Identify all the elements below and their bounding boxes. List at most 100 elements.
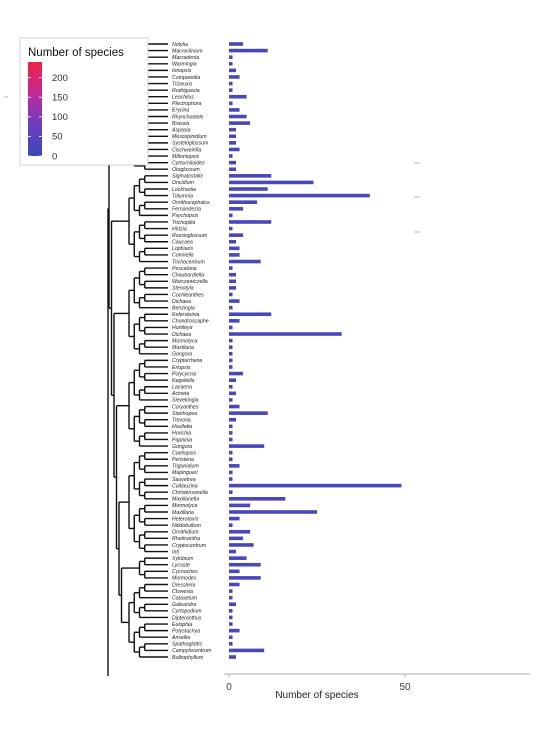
bar [229,358,233,363]
tick-label-genus: Dipteranthus [172,615,202,621]
tick-label-genus: Cycnoches [172,569,198,575]
bar [229,266,233,270]
bar [229,391,237,396]
bar [229,68,237,73]
tick-label-genus: Acineta [171,391,189,397]
bar [229,299,240,303]
bar [229,114,247,119]
tick-label-genus: Dressleria [172,582,195,588]
tick-label-genus: Mapinguari [172,470,199,476]
tick-label-genus: Polystachya [172,628,200,634]
tick-label-genus: Cohniella [172,253,194,259]
bar [229,503,251,508]
tick-label-genus: Benzingia [172,305,195,311]
bar [229,134,237,139]
bar [229,101,233,106]
bar [229,259,261,264]
tick-label-genus: Rhynchostele [172,114,204,120]
tick-label-genus: Nitidobulbon [172,523,201,529]
bar [229,108,240,112]
bar [229,127,237,132]
tick-label-genus: Otoglossum [172,167,200,173]
bar [229,279,237,284]
tick-label-genus: Polycycnis [172,371,197,377]
bar [229,549,237,554]
tick-label-genus: Huntleya [172,325,193,331]
tick-label-genus: Kegeliella [172,378,195,384]
phylogenetic-tree [107,43,168,676]
tick-label-genus: Mormolyca [172,503,197,509]
bar [229,75,240,79]
bar [229,411,268,415]
tick-label-genus: Chaubardiella [172,273,204,279]
bar [229,529,251,534]
tick-label-genus: Sievekingia [172,398,199,404]
tick-label-genus: Kefersteinia [172,312,200,318]
bar [229,42,244,46]
bar [229,536,244,541]
tick-label-genus: Aspasia [171,127,191,133]
bar [229,365,233,369]
tick-label-genus: Ornithidium [172,530,199,536]
tick-label-genus: Trevoria [172,418,191,424]
tick-label-genus: Gongora [172,444,192,450]
tick-label-genus: Tolumnia [172,193,193,199]
tick-label-genus: Coeliopsis [172,450,196,456]
bar [229,160,237,165]
bar [229,292,233,297]
tick-label-genus: Cuitlauzina [172,483,198,489]
tick-label-genus: Bulbophyllum [172,655,204,661]
bar [229,325,233,330]
tick-label-genus: Maxillariella [172,497,199,503]
tick-label-genus: Cyrtopodium [172,609,202,615]
tick-label-genus: Warmingia [172,62,197,68]
tick-label-genus: Houlletia [172,424,192,430]
bar [229,497,286,501]
tick-label-genus: Chondroscaphe [172,319,209,325]
legend-tick-label: 200 [52,73,68,84]
bar [229,88,233,92]
tick-label-genus: Lycaste [172,563,190,569]
tick-label-genus: Trichocentrum [172,259,205,265]
tick-label-genus: Stanhopea [172,411,197,417]
tick-label-genus: Gongora [172,352,192,358]
bar [229,226,233,231]
bar [229,220,272,224]
tick-label-genus: Mormolyca [172,338,197,344]
bar [229,147,240,152]
bar [229,398,233,402]
bar [229,378,237,382]
bar [229,48,268,53]
bar [229,213,233,218]
bar [229,609,233,613]
bar [229,187,268,191]
tick-label-genus: Campylocentrum [172,648,212,654]
tick-label-genus: Lockhartia [172,187,196,193]
x-tick-label: 50 [399,682,411,693]
tick-label-genus: Lophiaris [172,246,193,252]
tick-label-genus: Paphinia [172,437,192,443]
bar [229,595,233,600]
tick-label-genus: Trigonidium [172,464,199,470]
tick-label-genus: Cryptocentrum [172,543,207,549]
right-side-marks [414,162,420,233]
bar [229,200,258,204]
bar [229,417,237,422]
bar [229,81,233,86]
tick-label-genus: Coryanthes [172,404,199,410]
tick-label-genus: Cyrtochiloides [172,160,205,166]
color-legend: Number of species 0 50 100 150 200 [19,37,149,166]
tick-label-genus: Rhetinantha [172,536,200,542]
tick-label-genus: Psychopsis [172,213,199,219]
bar [229,457,233,462]
tick-label-genus: Sigmatostalix [172,174,203,180]
tick-label-genus: Ansellia [171,635,190,641]
tick-label-genus: Fernandezia [172,207,201,213]
tick-label-genus: Ornithocephalus [172,200,210,206]
bar [229,470,233,475]
bar [229,404,240,409]
bar [229,622,233,626]
bar [229,55,233,59]
tick-label-genus: Oncidium [172,180,195,186]
bar [229,424,233,429]
